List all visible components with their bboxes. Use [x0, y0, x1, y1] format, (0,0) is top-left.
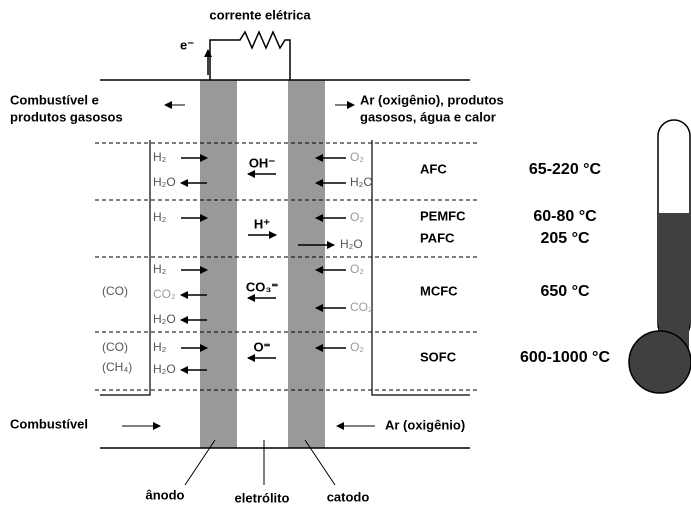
anode-species: H₂ [153, 262, 167, 276]
anode-species: H₂O [153, 312, 176, 326]
part-label: ânodo [146, 487, 185, 502]
anode-species: H₂O [153, 362, 176, 376]
exhaust-label: Combustível e [10, 92, 99, 107]
thermometer [628, 119, 691, 394]
fuel-note: (CO) [102, 340, 128, 354]
cell-type: PAFC [420, 230, 455, 245]
ion: CO₃⁼ [246, 279, 279, 294]
cell-type: SOFC [420, 349, 457, 364]
cathode-species: H₂O [350, 175, 373, 189]
temperature: 650 °C [540, 283, 590, 300]
ion: H⁺ [254, 216, 270, 231]
anode-species: H₂ [153, 210, 167, 224]
anode-species: H₂O [153, 175, 176, 189]
temperature: 600-1000 °C [520, 349, 610, 366]
part-label: eletrólito [235, 490, 290, 505]
cell-type: MCFC [420, 283, 458, 298]
ion: OH⁻ [249, 155, 276, 170]
anode [200, 80, 237, 448]
right-wall [371, 140, 470, 396]
cell-body [95, 79, 480, 449]
temperature: 60-80 °C [533, 208, 597, 225]
circuit [204, 30, 291, 80]
cathode-species: CO₂ [350, 300, 373, 314]
cathode-species: H₂O [340, 237, 363, 251]
fuel-note: (CO) [102, 284, 128, 298]
air-input: Ar (oxigênio) [385, 417, 465, 432]
anode-species: H₂ [153, 150, 167, 164]
anode-species: H₂ [153, 340, 167, 354]
cell-type: AFC [420, 161, 447, 176]
leaders [184, 439, 336, 486]
exhaust-label: gasosos, água e calor [360, 109, 496, 124]
temperature: 65-220 °C [529, 161, 602, 178]
exhaust-label: produtos gasosos [10, 109, 123, 124]
left-wall [100, 140, 151, 396]
ion: O⁼ [254, 339, 271, 354]
fuel-note: (CH₄) [102, 360, 132, 374]
cathode-species: O₂ [350, 150, 364, 164]
electron-label: e⁻ [180, 37, 194, 52]
anode-species: CO₂ [153, 287, 176, 301]
cathode-species: O₂ [350, 262, 364, 276]
cathode-species: O₂ [350, 340, 364, 354]
cell-type: PEMFC [420, 208, 466, 223]
cathode-species: O₂ [350, 210, 364, 224]
part-label: catodo [327, 489, 370, 504]
cathode [288, 80, 325, 448]
temperature: 205 °C [540, 230, 590, 247]
dividers [95, 142, 480, 391]
exhaust-label: Ar (oxigênio), produtos [360, 92, 504, 107]
circuit-label: corrente elétrica [209, 7, 311, 22]
fuel-input: Combustível [10, 416, 88, 431]
